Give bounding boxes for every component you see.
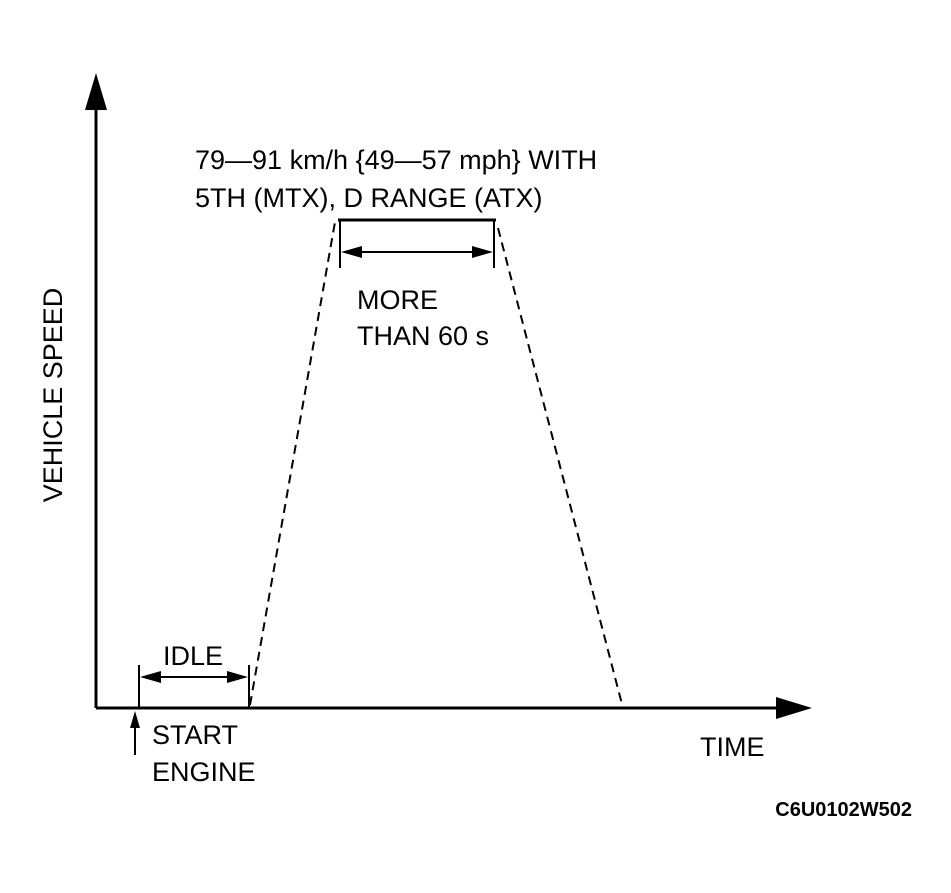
speed-label: 5TH (MTX), D RANGE (ATX) <box>195 183 543 213</box>
x-axis-arrow <box>776 697 812 719</box>
arrow-head <box>227 671 248 683</box>
arrow-head <box>140 671 161 683</box>
speed-label: 79—91 km/h {49—57 mph} WITH <box>195 145 597 175</box>
figure-id: C6U0102W502 <box>775 799 912 821</box>
start-label: START <box>152 720 238 750</box>
acceleration-line <box>249 221 336 706</box>
x-axis-label: TIME <box>700 732 765 762</box>
arrow-head <box>472 246 493 258</box>
y-axis-label: VEHICLE SPEED <box>38 288 68 503</box>
idle-label: IDLE <box>163 641 223 671</box>
deceleration-line <box>497 227 624 709</box>
arrow-head <box>130 711 140 728</box>
duration-label: THAN 60 s <box>357 321 489 351</box>
arrow-head <box>341 246 362 258</box>
start-label: ENGINE <box>152 757 256 787</box>
y-axis-arrow <box>85 73 107 110</box>
duration-label: MORE <box>357 285 438 315</box>
